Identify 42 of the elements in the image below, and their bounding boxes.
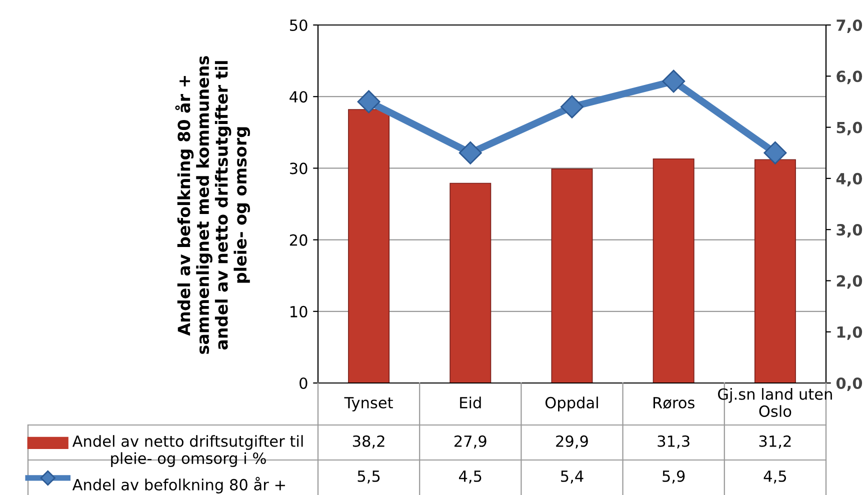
point	[357, 90, 380, 114]
y2-tick-label: 6,0	[836, 70, 862, 84]
data-label: 4,5	[764, 470, 786, 484]
x-tick-label: Eid	[460, 396, 481, 408]
y2-tick-label: 5,0	[836, 122, 862, 136]
y-tick-label: 50	[290, 19, 308, 32]
y-axis-title: Andel av befolkning 80 år + sammenlignet med kommunens andel av netto driftsutgifter til pleie- og omsorg	[175, 56, 250, 354]
bar	[348, 109, 390, 383]
x-tick-label: Tynset	[344, 397, 393, 412]
y-tick-label: 0	[300, 377, 308, 390]
y2-tick-label: 0,0	[836, 377, 862, 391]
bar	[450, 182, 492, 383]
data-label: 5,4	[561, 470, 584, 484]
legend-label: Andel av netto driftsutgifter til pleie- og omsorg i %	[72, 435, 303, 467]
bar	[652, 158, 694, 383]
y-tick-label: 40	[290, 91, 308, 103]
point	[560, 95, 584, 118]
data-label: 5,5	[358, 470, 380, 484]
bar	[551, 168, 593, 383]
data-label: 27,9	[454, 435, 486, 448]
y-tick-label: 20	[290, 234, 308, 246]
data-label: 31,2	[759, 435, 791, 448]
data-label: 29,9	[556, 435, 588, 448]
y-tick-label: 10	[290, 306, 308, 318]
point	[764, 141, 787, 164]
x-tick-label: Røros	[653, 397, 694, 409]
y2-tick-label: 2,0	[836, 275, 862, 289]
data-label: 38,2	[352, 435, 384, 448]
x-tick-label: Gj.sn land uten Oslo	[718, 388, 832, 417]
y2-tick-label: 7,0	[836, 19, 862, 33]
point	[662, 70, 686, 93]
legend-label: Andel av befolkning 80 år +	[72, 476, 285, 494]
point	[458, 141, 482, 164]
y2-tick-label: 3,0	[836, 224, 862, 238]
data-label: 4,5	[459, 470, 482, 484]
x-tick-label: Oppdal	[545, 396, 598, 412]
bar	[754, 159, 796, 383]
y2-tick-label: 4,0	[836, 172, 862, 186]
y-tick-label: 30	[290, 162, 308, 174]
data-label: 31,3	[658, 435, 690, 448]
y2-tick-label: 1,0	[837, 326, 862, 340]
data-label: 5,9	[662, 470, 685, 484]
